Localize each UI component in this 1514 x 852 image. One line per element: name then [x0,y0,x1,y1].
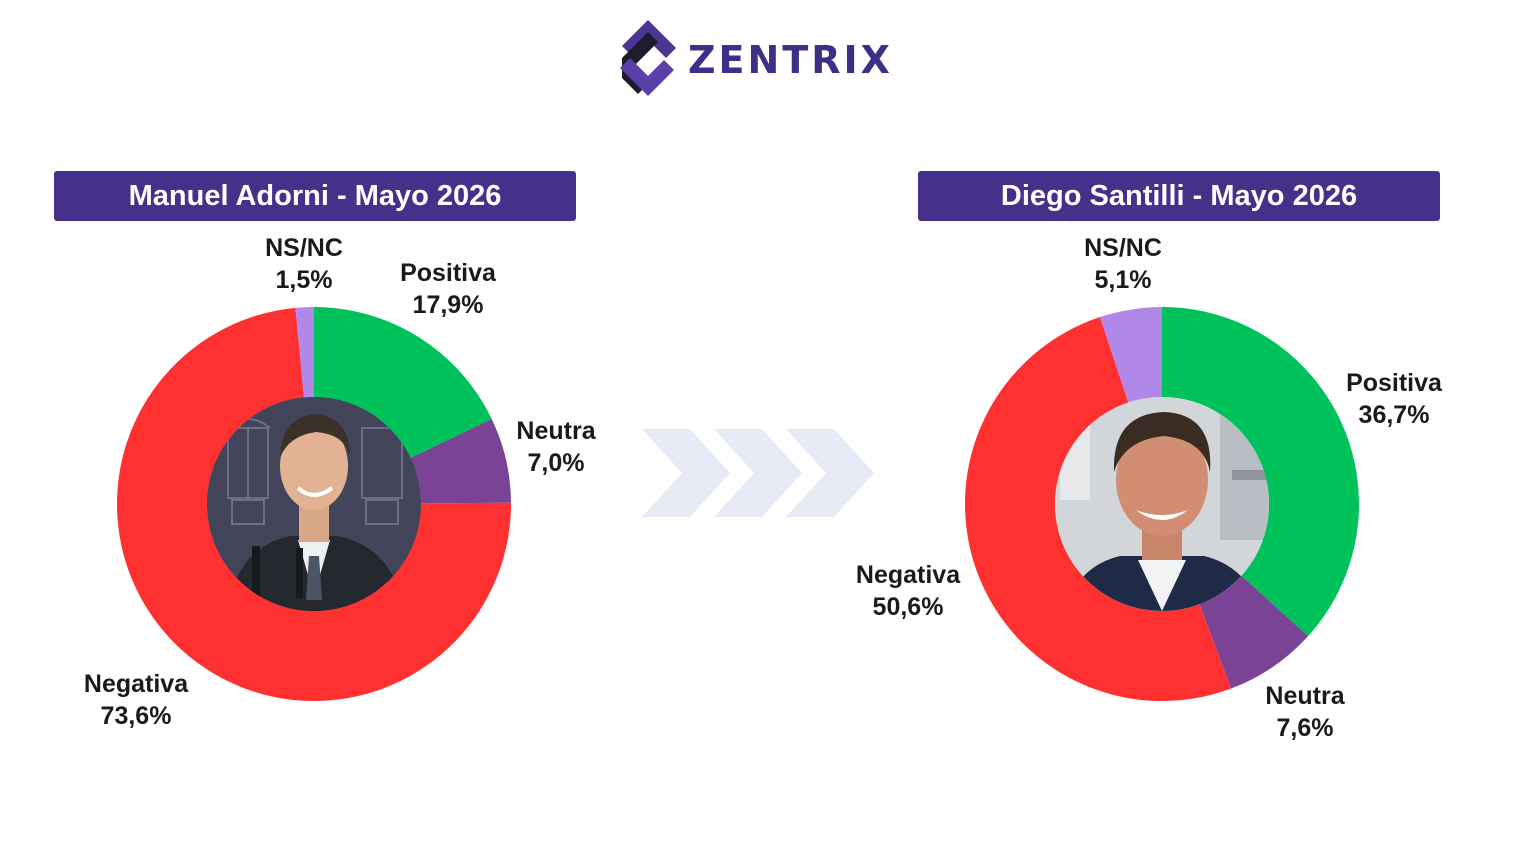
chevron-arrows-icon [642,429,874,517]
slice-nsnc-1 [1099,307,1162,403]
slice-neutra-0 [410,419,511,504]
label-positiva-adorni: Positiva 17,9% [400,257,496,321]
label-nsnc-santilli: NS/NC 5,1% [1084,232,1162,296]
slice-negativa-1 [964,317,1232,702]
donut-chart-santilli [964,307,1360,702]
donut-chart-adorni [117,307,512,701]
label-neutra-santilli-value: 7,6% [1276,714,1334,742]
label-neutra-adorni: Neutra 7,0% [516,415,595,479]
label-neutra-adorni-value: 7,0% [527,449,585,477]
chart-title-adorni: Manuel Adorni - Mayo 2026 [54,171,576,221]
label-positiva-santilli-value: 36,7% [1358,401,1430,429]
label-negativa-adorni: Negativa 73,6% [84,668,188,732]
label-nsnc-santilli-value: 5,1% [1094,266,1152,294]
label-nsnc-adorni-name: NS/NC [265,234,343,262]
label-nsnc-adorni-value: 1,5% [275,266,333,294]
slice-neutra-1 [1199,575,1309,689]
label-nsnc-santilli-name: NS/NC [1084,234,1162,262]
label-positiva-adorni-value: 17,9% [412,291,484,319]
zentrix-logo-icon [620,20,676,96]
brand-name: ZENTRIX [688,38,893,82]
zentrix-logo: ZENTRIX [618,18,918,98]
label-negativa-adorni-name: Negativa [83,670,189,698]
slice-nsnc-0 [295,307,314,398]
label-negativa-santilli: Negativa 50,6% [856,559,960,623]
label-neutra-santilli-name: Neutra [1265,682,1345,710]
label-nsnc-adorni: NS/NC 1,5% [265,232,343,296]
label-positiva-santilli-name: Positiva [1346,369,1442,397]
label-negativa-santilli-name: Negativa [855,561,961,589]
label-positiva-adorni-name: Positiva [400,259,496,287]
slice-positiva-0 [314,307,492,458]
portrait-santilli [1055,397,1269,611]
label-negativa-santilli-value: 50,6% [872,593,944,621]
label-positiva-santilli: Positiva 36,7% [1346,367,1442,431]
portrait-adorni [207,397,421,611]
chart-title-santilli: Diego Santilli - Mayo 2026 [918,171,1440,221]
label-negativa-adorni-value: 73,6% [100,702,172,730]
label-neutra-santilli: Neutra 7,6% [1265,680,1344,744]
label-neutra-adorni-name: Neutra [516,417,596,445]
slice-negativa-0 [117,307,512,701]
slice-positiva-1 [1162,307,1360,637]
